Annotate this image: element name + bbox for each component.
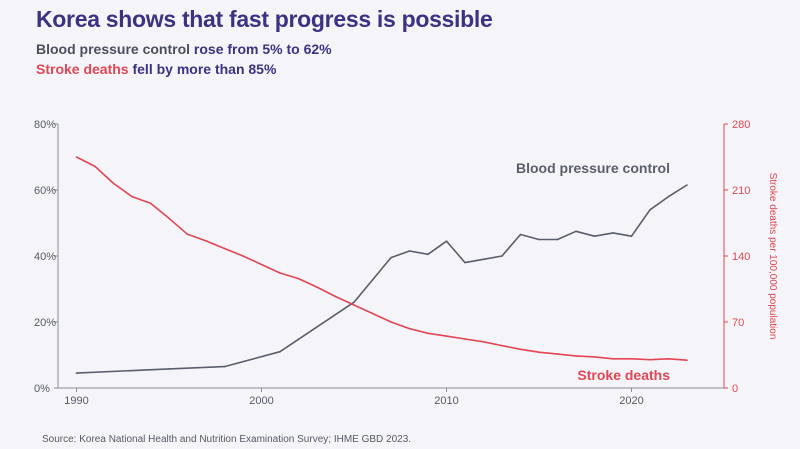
bp-control-point — [538, 238, 540, 241]
stroke-deaths-point — [279, 272, 281, 274]
stroke-deaths-point — [131, 195, 133, 198]
subtitle-bp-series: Blood pressure control — [36, 41, 191, 57]
stroke-deaths-point — [297, 277, 300, 280]
source-note: Source: Korea National Health and Nutrit… — [42, 434, 412, 445]
bp-control-point — [445, 240, 448, 242]
stroke-deaths-point — [168, 217, 170, 220]
bp-control-point — [223, 365, 226, 368]
stroke-deaths-point — [667, 357, 670, 360]
left-tick-label: 20% — [34, 317, 56, 329]
stroke-deaths-point — [223, 247, 226, 250]
stroke-deaths-point — [464, 338, 466, 340]
bp-control-point — [427, 253, 429, 256]
stroke-deaths-point — [242, 255, 244, 257]
chart-labels: Blood pressure control Stroke deaths — [516, 160, 670, 383]
stroke-deaths-point — [519, 348, 522, 351]
bp-control-point — [353, 301, 355, 304]
right-axis-title: Stroke deaths per 100,000 population — [767, 173, 778, 340]
subtitle-bp-text: rose from 5% to 62% — [190, 41, 332, 57]
bp-control-point — [519, 233, 522, 236]
stroke-deaths-point — [593, 356, 596, 358]
bp-control-point — [390, 256, 392, 259]
bp-series-label: Blood pressure control — [516, 160, 670, 176]
stroke-deaths-point — [649, 358, 651, 361]
chart-title: Korea shows that fast progress is possib… — [36, 6, 493, 32]
x-tick-label: 1990 — [64, 395, 88, 407]
stroke-deaths-point — [260, 263, 263, 266]
bp-control-point — [612, 232, 614, 234]
right-tick-label: 280 — [732, 119, 750, 131]
bp-control-point — [556, 238, 559, 241]
subtitle-bp: Blood pressure control rose from 5% to 6… — [36, 41, 332, 57]
subtitle-stroke-series: Stroke deaths — [36, 61, 129, 77]
stroke-deaths-point — [556, 353, 559, 355]
bp-control-point — [630, 235, 633, 237]
stroke-deaths-point — [427, 332, 429, 335]
right-tick-label: 0 — [732, 383, 738, 395]
bp-control-point — [649, 209, 651, 211]
stroke-deaths-point — [75, 156, 78, 158]
stroke-deaths-point — [353, 304, 355, 306]
bp-control-point — [575, 230, 577, 233]
chart-lines — [75, 156, 688, 374]
stroke-series-label: Stroke deaths — [577, 367, 670, 383]
bp-control-point — [686, 184, 688, 186]
right-tick-label: 70 — [732, 317, 744, 329]
stroke-deaths-point — [94, 165, 96, 168]
x-tick-label: 2010 — [434, 395, 458, 407]
bp-control-point — [464, 261, 466, 264]
bp-control-point — [482, 258, 485, 261]
stroke-deaths-point — [186, 233, 189, 236]
bp-control-point — [501, 255, 503, 257]
stroke-deaths-point — [538, 351, 540, 353]
bp-control-point — [408, 250, 411, 252]
stroke-deaths-point — [390, 321, 392, 323]
stroke-deaths-point — [205, 240, 207, 242]
stroke-deaths-point — [408, 327, 411, 330]
stroke-deaths-line — [76, 156, 688, 361]
left-tick-label: 0% — [34, 383, 50, 395]
chart-axes: 0% 20% 40% 60% 80% 0 70 140 210 280 1990 2000 2010 20… — [34, 119, 778, 407]
stroke-deaths-point — [612, 357, 614, 360]
right-tick-label: 140 — [732, 251, 750, 263]
stroke-deaths-point — [149, 202, 152, 204]
right-tick-label: 210 — [732, 185, 750, 197]
stroke-deaths-point — [371, 312, 374, 315]
bp-control-point — [667, 195, 670, 198]
bp-control-line — [76, 184, 688, 374]
stroke-deaths-point — [445, 335, 448, 337]
bp-control-point — [168, 368, 170, 370]
stroke-deaths-point — [501, 344, 503, 347]
left-tick-label: 60% — [34, 185, 56, 197]
x-tick-label: 2000 — [249, 395, 273, 407]
bp-control-point — [593, 235, 596, 237]
stroke-deaths-point — [112, 182, 115, 185]
stroke-deaths-point — [334, 295, 337, 298]
stroke-deaths-point — [316, 286, 318, 288]
x-tick-label: 2020 — [619, 395, 643, 407]
left-tick-label: 40% — [34, 251, 56, 263]
bp-control-point — [279, 350, 281, 353]
bp-control-point — [75, 372, 78, 374]
stroke-deaths-point — [575, 355, 577, 357]
stroke-deaths-point — [630, 357, 633, 360]
left-tick-label: 80% — [34, 119, 56, 131]
subtitle-stroke-text: fell by more than 85% — [128, 61, 277, 77]
subtitle-stroke: Stroke deaths fell by more than 85% — [36, 61, 276, 77]
stroke-deaths-point — [686, 359, 688, 361]
stroke-deaths-point — [482, 341, 485, 343]
